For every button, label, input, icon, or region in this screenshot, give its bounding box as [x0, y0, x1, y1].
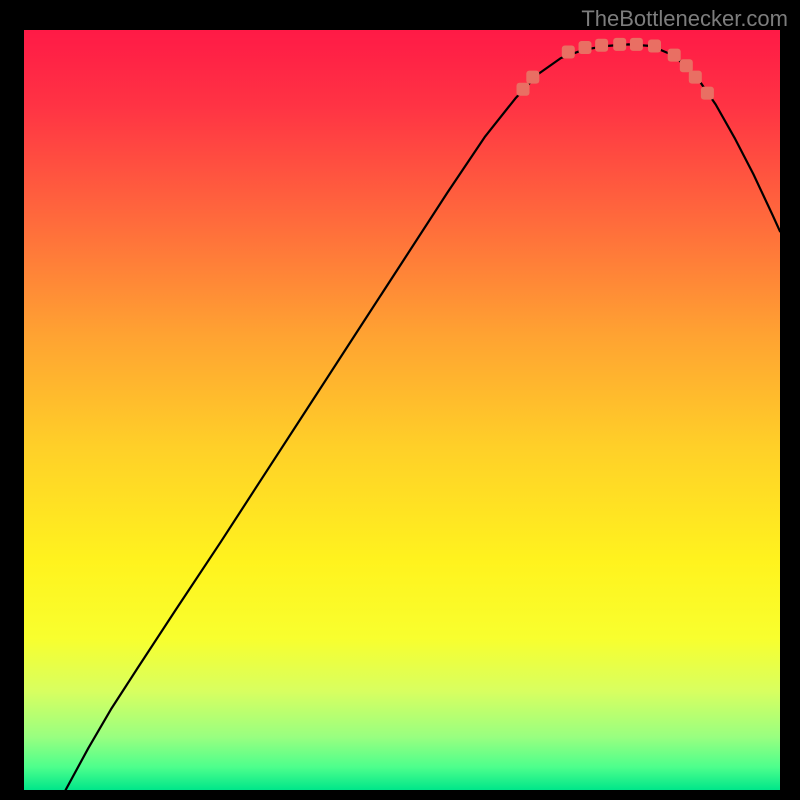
curve-marker [648, 40, 661, 53]
curve-marker [579, 41, 592, 54]
plot-area [24, 30, 780, 790]
curve-marker [668, 49, 681, 62]
curve-marker [562, 46, 575, 59]
curve-marker [517, 83, 530, 96]
curve-marker [526, 71, 539, 84]
watermark-text: TheBottlenecker.com [581, 6, 788, 32]
chart-frame: TheBottlenecker.com [0, 0, 800, 800]
plot-svg [24, 30, 780, 790]
curve-marker [630, 38, 643, 51]
curve-marker [613, 38, 626, 51]
curve-marker [680, 59, 693, 72]
curve-marker [595, 39, 608, 52]
curve-marker [689, 71, 702, 84]
curve-marker [701, 87, 714, 100]
gradient-background [24, 30, 780, 790]
